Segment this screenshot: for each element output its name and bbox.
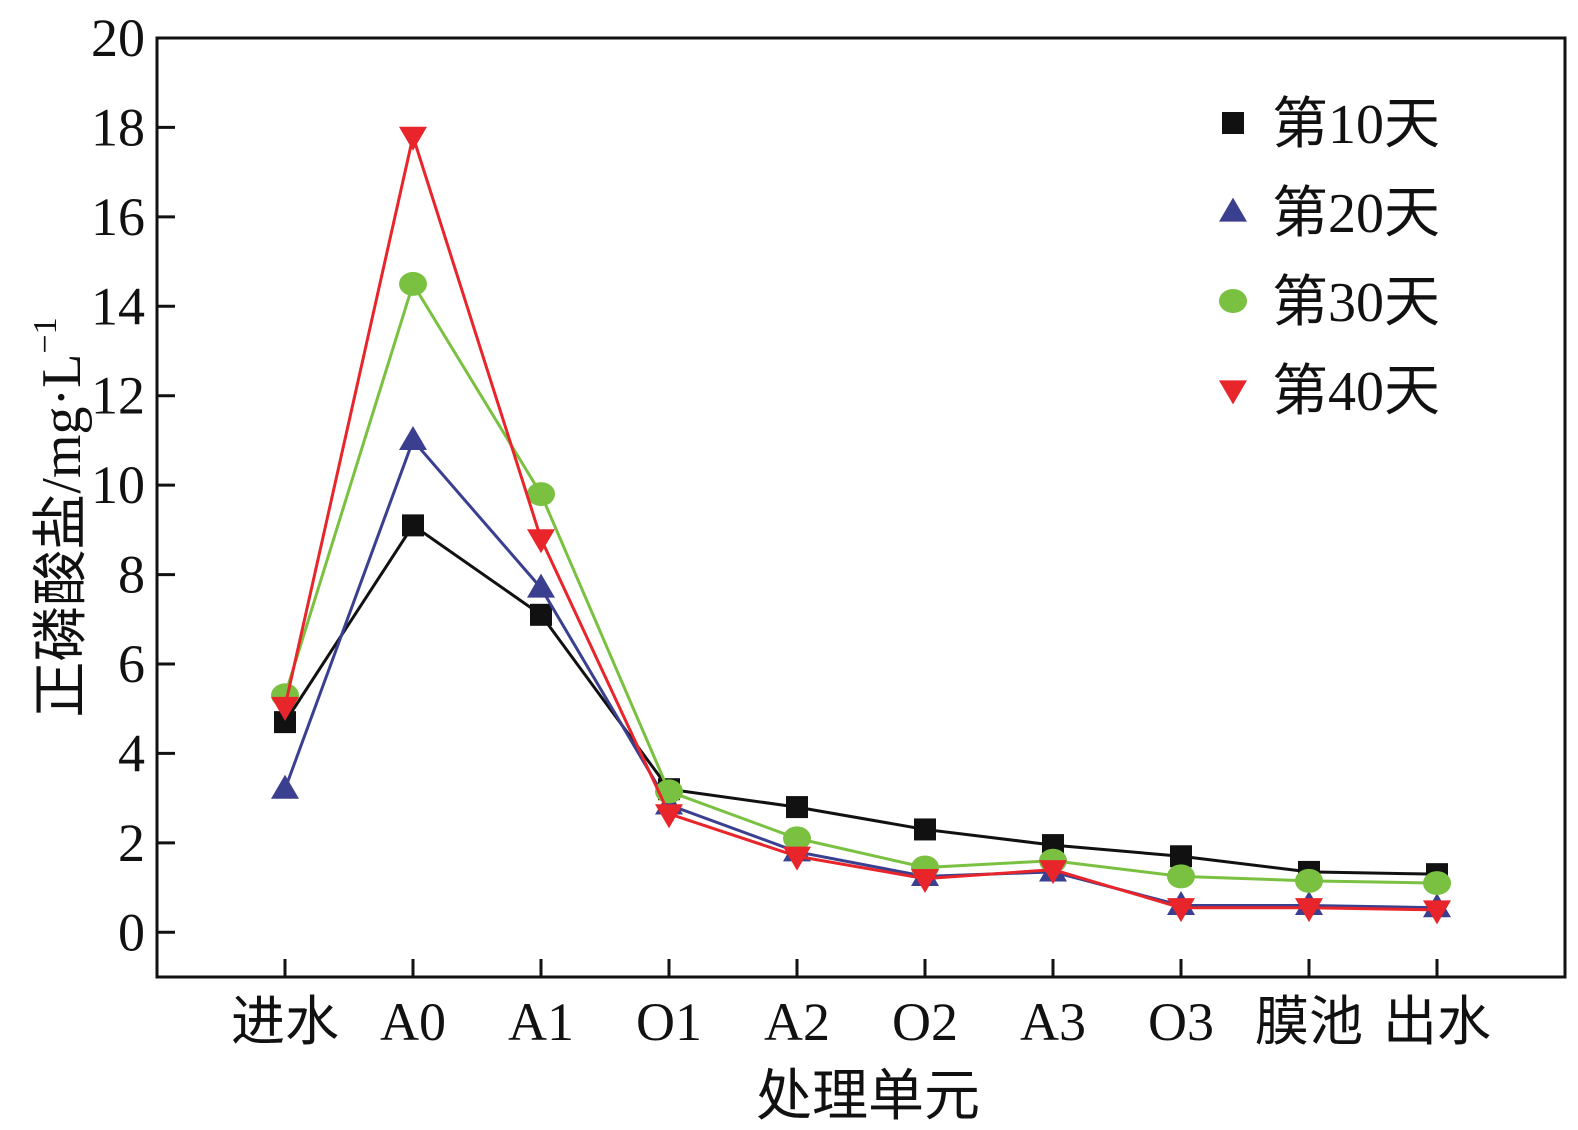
y-tick-label: 8: [118, 545, 145, 605]
data-point: [399, 271, 427, 296]
x-category-label: O2: [892, 992, 958, 1052]
legend-marker: [1222, 112, 1244, 134]
series-1: [274, 514, 1448, 886]
legend-label: 第20天: [1272, 183, 1440, 245]
series-line: [283, 280, 1438, 885]
y-tick-label: 14: [91, 276, 145, 336]
legend-item: 第40天: [1219, 361, 1440, 423]
y-tick-label: 10: [91, 455, 145, 515]
data-point: [1423, 871, 1451, 896]
data-point: [655, 804, 683, 829]
series-line: [283, 523, 1438, 876]
data-point: [1167, 864, 1195, 889]
series-2: [271, 426, 1451, 918]
x-category-label: A2: [764, 992, 830, 1052]
legend-label: 第30天: [1272, 272, 1440, 334]
x-axis-ticks: 进水 A0 A1 O1 A2 O2 A3 O3 膜池 出水: [231, 959, 1491, 1052]
series-4: [271, 126, 1451, 925]
data-point: [914, 818, 936, 841]
data-point: [271, 774, 299, 799]
data-point: [527, 482, 555, 507]
data-point: [1295, 898, 1323, 923]
legend-item: 第30天: [1219, 272, 1440, 334]
data-point: [1423, 900, 1451, 925]
data-point: [786, 796, 808, 819]
data-point: [911, 869, 939, 894]
legend-item: 第10天: [1222, 94, 1440, 156]
x-category-label: A0: [380, 992, 446, 1052]
data-point: [399, 426, 427, 451]
y-tick-label: 2: [118, 813, 145, 873]
y-axis-ticks: 0 2 4 6 8 10 12 14 16 18 20: [91, 8, 175, 962]
x-category-label: A3: [1020, 992, 1086, 1052]
x-category-label: 膜池: [1255, 992, 1363, 1052]
y-tick-label: 16: [91, 187, 145, 247]
x-axis-title: 处理单元: [756, 1066, 980, 1128]
legend-item: 第20天: [1219, 183, 1440, 245]
data-point: [783, 826, 811, 851]
x-category-label: 进水: [231, 992, 339, 1052]
legend-label: 第40天: [1272, 361, 1440, 423]
y-tick-label: 20: [91, 8, 145, 68]
data-point: [402, 514, 424, 537]
data-point: [527, 529, 555, 554]
y-axis-title: 正磷酸盐/mg·L−1: [27, 317, 93, 717]
y-tick-label: 6: [118, 634, 145, 694]
data-point: [271, 696, 299, 721]
y-axis-title-superscript: −1: [27, 317, 64, 353]
legend-marker: [1219, 380, 1247, 405]
data-point: [1170, 845, 1192, 868]
data-point: [1039, 860, 1067, 885]
data-point: [399, 126, 427, 151]
x-category-label: 出水: [1383, 992, 1491, 1052]
y-tick-label: 12: [91, 366, 145, 426]
legend-label: 第10天: [1272, 94, 1440, 156]
data-point: [783, 846, 811, 871]
x-category-label: O3: [1148, 992, 1214, 1052]
y-tick-label: 4: [118, 723, 145, 783]
data-point: [1167, 898, 1195, 923]
x-category-label: O1: [636, 992, 702, 1052]
series-line: [283, 437, 1438, 910]
series-line: [283, 130, 1438, 912]
plot-frame: [155, 36, 1567, 979]
y-tick-label: 18: [91, 97, 145, 157]
legend-marker: [1219, 197, 1247, 222]
data-point: [527, 573, 555, 598]
legend-marker: [1219, 289, 1247, 313]
data-point: [274, 711, 296, 734]
y-tick-label: 0: [118, 902, 145, 962]
data-point: [530, 603, 552, 626]
x-category-label: A1: [508, 992, 574, 1052]
series-layer: [271, 126, 1451, 925]
y-axis-title-main: 正磷酸盐/mg·L: [31, 354, 93, 718]
data-point: [1295, 868, 1323, 893]
